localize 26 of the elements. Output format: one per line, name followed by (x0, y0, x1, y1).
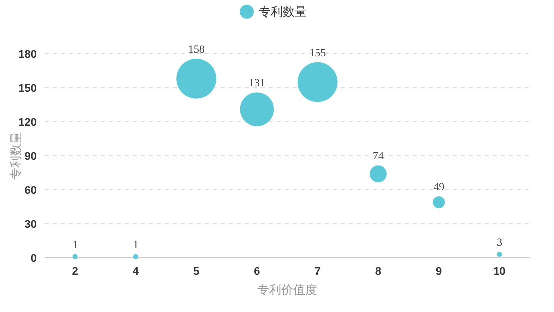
x-axis-title: 专利价值度 (258, 283, 318, 297)
data-label: 1 (133, 239, 139, 252)
y-tick-label: 0 (30, 253, 37, 265)
x-tick-label: 7 (314, 266, 321, 278)
data-label: 49 (434, 181, 446, 194)
data-label: 74 (372, 150, 384, 163)
y-axis-title: 专利数量 (9, 132, 23, 180)
x-tick-label: 6 (254, 266, 260, 278)
x-tick-label: 10 (494, 266, 506, 278)
data-label: 1 (72, 239, 78, 252)
y-tick-label: 60 (24, 185, 37, 197)
y-tick-label: 120 (18, 117, 37, 129)
x-tick-label: 2 (72, 266, 78, 278)
data-label: 131 (248, 78, 266, 90)
data-label: 158 (188, 44, 206, 56)
data-label: 3 (496, 237, 503, 250)
x-tick-label: 9 (436, 266, 442, 278)
x-tick-label: 8 (375, 266, 382, 278)
y-tick-label: 150 (18, 83, 37, 95)
data-label: 155 (310, 47, 327, 60)
y-tick-label: 180 (18, 49, 37, 61)
x-tick-label: 5 (194, 266, 200, 278)
legend-label: 专利数量 (259, 5, 307, 19)
y-tick-label: 30 (24, 219, 37, 231)
x-tick-label: 4 (132, 266, 140, 278)
y-tick-label: 90 (24, 151, 37, 163)
